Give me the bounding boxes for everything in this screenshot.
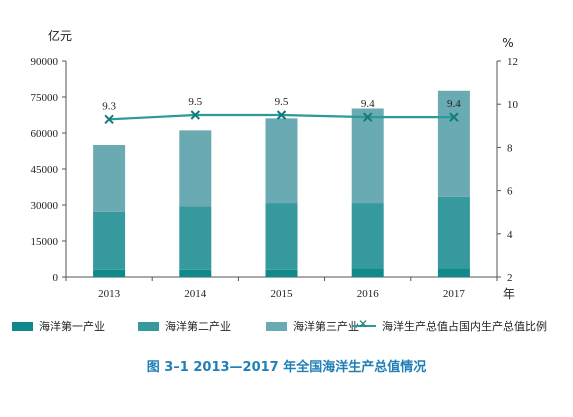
legend-line-icon: ✕ xyxy=(352,317,376,332)
bar-secondary xyxy=(179,206,212,270)
right-tick-label: 6 xyxy=(507,186,513,198)
ratio-point-stroke xyxy=(276,110,287,120)
bar-primary xyxy=(351,268,384,277)
legend-label-primary: 海洋第一产业 xyxy=(39,320,105,333)
ratio-point-stroke xyxy=(362,112,373,122)
x-tick-label: 2014 xyxy=(184,288,207,300)
ratio-line xyxy=(104,110,459,125)
legend-item-tertiary: 海洋第三产业 xyxy=(266,316,359,336)
x-tick-label: 2017 xyxy=(443,288,466,300)
ratio-data-label: 9.3 xyxy=(102,100,116,112)
ratio-point xyxy=(104,114,114,125)
left-tick-label: 90000 xyxy=(31,56,59,68)
bar-tertiary xyxy=(437,90,470,197)
bar-secondary xyxy=(93,211,126,270)
bar-tertiary xyxy=(179,130,212,207)
x-tick-label: 2016 xyxy=(357,288,380,300)
ratio-point xyxy=(362,112,373,122)
left-tick-label: 45000 xyxy=(31,164,59,176)
bar-secondary xyxy=(351,203,384,269)
legend-swatch-secondary xyxy=(138,321,159,331)
bar-tertiary xyxy=(265,118,298,204)
legend-item-primary: 海洋第一产业 xyxy=(12,316,105,336)
legend: 海洋第一产业 海洋第二产业 海洋第三产业 ✕ 海洋生产总值占国内生产总值比例 xyxy=(10,316,570,336)
legend-swatch-tertiary xyxy=(266,321,287,331)
x-axis-unit: 年 xyxy=(503,287,515,301)
legend-label-ratio: 海洋生产总值占国内生产总值比例 xyxy=(382,320,547,333)
bar-primary xyxy=(179,269,212,277)
x-tick-label: 2015 xyxy=(271,288,294,300)
ratio-data-label: 9.4 xyxy=(361,98,375,110)
right-tick-label: 4 xyxy=(507,229,513,241)
data-labels: 9.3 9.5 9.5 9.4 9.4 xyxy=(102,96,461,112)
left-tick-label: 75000 xyxy=(31,92,59,104)
x-tick-label: 2013 xyxy=(98,288,121,300)
ratio-point xyxy=(276,110,287,120)
left-tick-label: 15000 xyxy=(31,236,59,248)
left-tick-label: 60000 xyxy=(31,128,59,140)
bars xyxy=(93,90,470,277)
right-tick-label: 12 xyxy=(507,56,518,68)
ratio-point xyxy=(449,112,459,122)
ratio-data-label: 9.4 xyxy=(447,98,461,110)
ratio-point-stroke xyxy=(190,110,201,120)
bar-secondary xyxy=(265,203,298,270)
left-tick-label: 0 xyxy=(53,272,59,284)
left-axis-unit: 亿元 xyxy=(48,28,72,43)
ratio-data-label: 9.5 xyxy=(188,96,202,108)
ratio-point-stroke xyxy=(449,112,459,122)
legend-item-secondary: 海洋第二产业 xyxy=(138,316,231,336)
bar-primary xyxy=(265,269,298,277)
legend-label-tertiary: 海洋第三产业 xyxy=(293,320,359,333)
ratio-point-stroke xyxy=(104,114,114,125)
legend-item-ratio: ✕ 海洋生产总值占国内生产总值比例 xyxy=(352,316,547,336)
left-tick-label: 30000 xyxy=(31,200,59,212)
legend-swatch-primary xyxy=(12,321,33,331)
right-tick-label: 8 xyxy=(507,142,513,154)
bar-primary xyxy=(437,268,470,277)
bar-primary xyxy=(93,269,126,277)
bar-secondary xyxy=(437,196,470,269)
bar-tertiary xyxy=(93,145,126,212)
axes: 0 15000 30000 45000 60000 75000 90000 2 4 6 8 10 12 2… xyxy=(31,28,519,301)
bar-tertiary xyxy=(351,108,384,204)
right-tick-label: 10 xyxy=(507,99,519,111)
legend-label-secondary: 海洋第二产业 xyxy=(165,320,231,333)
right-tick-label: 2 xyxy=(507,272,513,284)
right-axis-unit: % xyxy=(502,36,513,50)
ratio-data-label: 9.5 xyxy=(275,96,289,108)
ratio-point xyxy=(190,110,201,120)
figure-caption: 图 3–1 2013—2017 年全国海洋生产总值情况 xyxy=(146,360,427,375)
